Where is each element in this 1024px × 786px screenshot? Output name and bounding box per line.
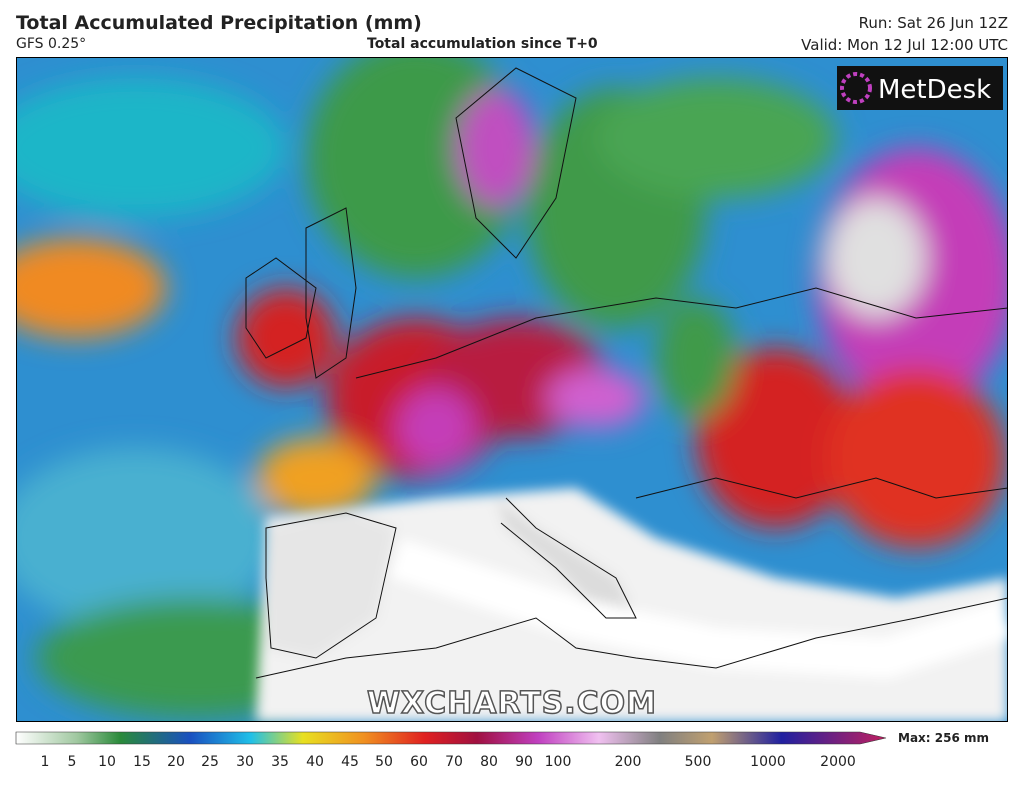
logo: MetDesk (837, 66, 1003, 110)
legend-tick-label: 20 (167, 754, 185, 770)
subtitle: Total accumulation since T+0 (367, 36, 598, 52)
legend-tick-label: 40 (306, 754, 324, 770)
watermark: WXCHARTS.COM (367, 686, 657, 721)
legend-tick-label: 5 (68, 754, 77, 770)
legend: Max: 256 mm 1 5 10 15 20 25 30 35 40 45 50 60 70 80 90… (15, 731, 989, 770)
model: GFS 0.25° (16, 36, 87, 52)
map: MetDesk WXCHARTS.COM (16, 58, 1008, 722)
legend-tick-label: 80 (480, 754, 498, 770)
run: Run: Sat 26 Jun 12Z (858, 14, 1008, 32)
legend-tick-label: 2000 (820, 754, 856, 770)
logo-text: MetDesk (878, 75, 991, 105)
legend-tick-label: 25 (201, 754, 219, 770)
legend-tick-label: 45 (341, 754, 359, 770)
legend-tick-label: 90 (515, 754, 533, 770)
title: Total Accumulated Precipitation (mm) (16, 12, 422, 34)
legend-tick-label: 200 (615, 754, 642, 770)
legend-tick-label: 50 (375, 754, 393, 770)
legend-tick-label: 1000 (750, 754, 786, 770)
valid: Valid: Mon 12 Jul 12:00 UTC (801, 36, 1008, 54)
legend-tick-label: 10 (98, 754, 116, 770)
map-frame (16, 57, 1008, 722)
legend-tick-label: 500 (685, 754, 712, 770)
max-label: Max: 256 mm (898, 731, 989, 745)
legend-tick-label: 15 (133, 754, 151, 770)
legend-tick-label: 100 (545, 754, 572, 770)
legend-tick-label: 35 (271, 754, 289, 770)
legend-tick-label: 30 (236, 754, 254, 770)
legend-tick-label: 1 (41, 754, 50, 770)
legend-tick-label: 70 (445, 754, 463, 770)
legend-tick-label: 60 (410, 754, 428, 770)
